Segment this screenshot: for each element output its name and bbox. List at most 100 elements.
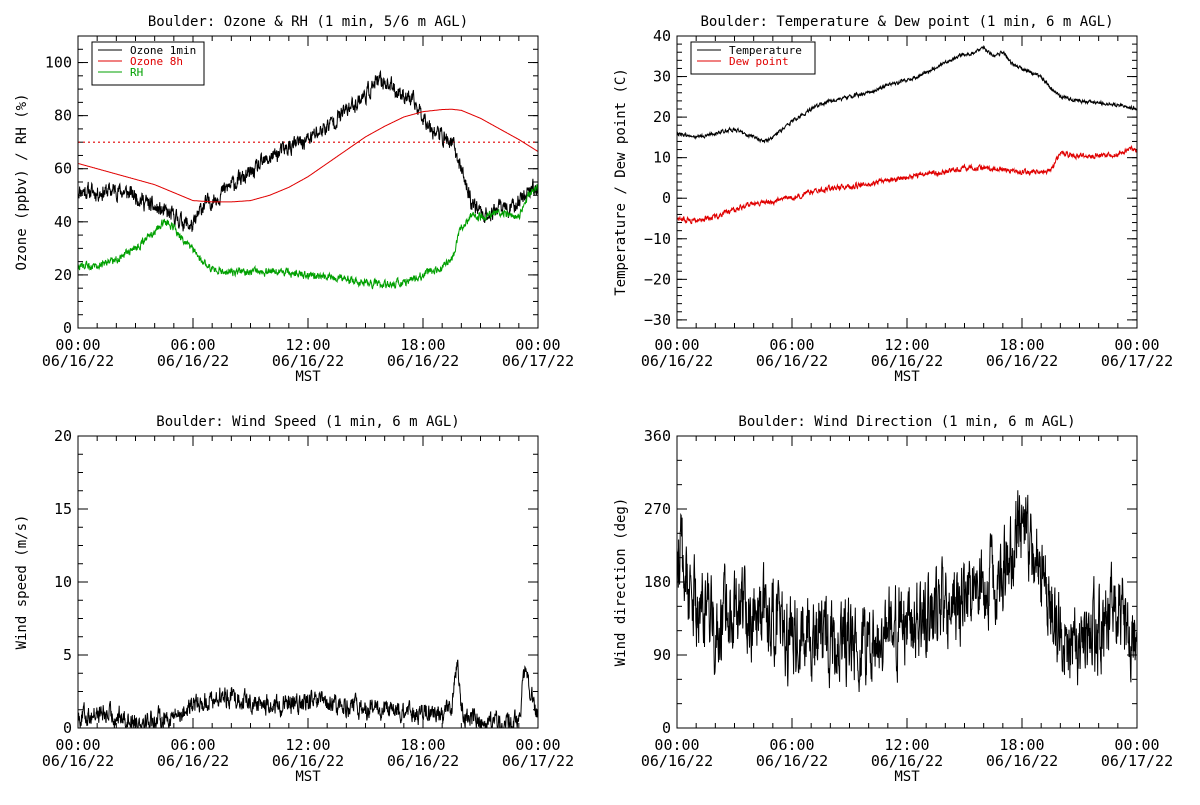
x-tick-time: 06:00 <box>170 736 215 754</box>
y-tick-label: 30 <box>653 68 671 86</box>
x-tick-time: 00:00 <box>654 736 699 754</box>
plot-area <box>78 659 538 728</box>
x-tick-date: 06/16/22 <box>157 752 229 770</box>
series-line-1 <box>677 490 1137 693</box>
x-tick-time: 06:00 <box>170 336 215 354</box>
y-tick-label: 15 <box>54 500 72 518</box>
x-axis-label: MST <box>894 369 920 385</box>
x-axis-label: MST <box>295 369 321 385</box>
y-tick-label: −20 <box>644 270 671 288</box>
legend-box <box>91 41 205 86</box>
series-line-1 <box>78 69 538 232</box>
y-tick-label: 5 <box>63 646 72 664</box>
plot-frame <box>77 435 539 729</box>
y-axis-label: Temperature / Dew point (C) <box>613 68 629 296</box>
series-line-1 <box>677 44 1137 144</box>
x-tick-time: 00:00 <box>1114 336 1159 354</box>
y-axis-label: Wind direction (deg) <box>613 498 629 667</box>
y-axis-label: Ozone (ppbv) / RH (%) <box>14 93 30 270</box>
plot-area <box>677 490 1137 693</box>
y-tick-label: 10 <box>54 573 72 591</box>
x-tick-time: 00:00 <box>515 736 560 754</box>
y-axis-label: Wind speed (m/s) <box>14 515 30 650</box>
x-tick-time: 00:00 <box>515 336 560 354</box>
chart-panel-1: Boulder: Ozone & RH (1 min, 5/6 m AGL) Oz… <box>14 14 574 385</box>
x-tick-date: 06/16/22 <box>641 752 713 770</box>
x-tick-time: 12:00 <box>884 736 929 754</box>
x-tick-date: 06/16/22 <box>157 352 229 370</box>
x-tick-date: 06/16/22 <box>387 352 459 370</box>
x-tick-time: 00:00 <box>654 336 699 354</box>
x-tick-date: 06/16/22 <box>871 352 943 370</box>
x-tick-date: 06/16/22 <box>871 752 943 770</box>
x-tick-date: 06/16/22 <box>986 352 1058 370</box>
y-tick-label: 0 <box>662 719 671 737</box>
y-tick-label: 270 <box>644 500 671 518</box>
series-line-1 <box>78 659 538 728</box>
x-tick-date: 06/16/22 <box>387 752 459 770</box>
x-tick-date: 06/16/22 <box>272 752 344 770</box>
series-line-2 <box>677 144 1137 225</box>
y-tick-label: 40 <box>653 27 671 45</box>
y-tick-label: 40 <box>54 213 72 231</box>
legend-entry: Temperature <box>729 44 802 57</box>
y-tick-label: 20 <box>653 108 671 126</box>
chart-panel-3: Boulder: Wind Speed (1 min, 6 m AGL) Wind… <box>14 414 574 785</box>
plot-area <box>78 69 538 290</box>
plot-frame <box>77 35 539 329</box>
x-tick-time: 18:00 <box>400 736 445 754</box>
y-tick-label: 0 <box>662 189 671 207</box>
legend-entry: RH <box>130 66 143 79</box>
x-tick-date: 06/17/22 <box>502 752 574 770</box>
y-tick-label: −10 <box>644 230 671 248</box>
plot-area <box>677 44 1137 225</box>
x-tick-time: 12:00 <box>285 336 330 354</box>
x-tick-time: 18:00 <box>999 736 1044 754</box>
y-tick-label: −30 <box>644 311 671 329</box>
plot-frame <box>676 35 1138 329</box>
y-tick-label: 20 <box>54 427 72 445</box>
y-tick-label: 0 <box>63 719 72 737</box>
x-tick-date: 06/17/22 <box>1101 352 1173 370</box>
x-tick-time: 12:00 <box>285 736 330 754</box>
series-line-2 <box>78 108 538 203</box>
chart-panel-2: Boulder: Temperature & Dew point (1 min,… <box>613 14 1173 385</box>
y-tick-label: 60 <box>54 160 72 178</box>
x-tick-time: 18:00 <box>400 336 445 354</box>
x-tick-date: 06/16/22 <box>42 752 114 770</box>
chart-title: Boulder: Ozone & RH (1 min, 5/6 m AGL) <box>148 14 468 30</box>
chart-title: Boulder: Wind Direction (1 min, 6 m AGL) <box>738 414 1075 430</box>
y-tick-label: 80 <box>54 107 72 125</box>
x-tick-time: 00:00 <box>55 736 100 754</box>
plot-frame <box>676 435 1138 729</box>
x-tick-time: 00:00 <box>55 336 100 354</box>
x-tick-date: 06/17/22 <box>1101 752 1173 770</box>
x-tick-time: 00:00 <box>1114 736 1159 754</box>
legend-entry: Ozone 1min <box>130 44 196 57</box>
x-tick-time: 06:00 <box>769 336 814 354</box>
y-tick-label: 0 <box>63 319 72 337</box>
series-line-3 <box>78 184 538 290</box>
y-tick-label: 100 <box>45 54 72 72</box>
x-tick-date: 06/16/22 <box>42 352 114 370</box>
chart-panel-4: Boulder: Wind Direction (1 min, 6 m AGL)… <box>613 414 1173 785</box>
x-tick-time: 12:00 <box>884 336 929 354</box>
x-axis-label: MST <box>295 769 321 785</box>
x-tick-time: 18:00 <box>999 336 1044 354</box>
legend-box <box>690 41 816 75</box>
x-tick-date: 06/16/22 <box>641 352 713 370</box>
chart-title: Boulder: Temperature & Dew point (1 min,… <box>700 14 1113 30</box>
y-tick-label: 20 <box>54 266 72 284</box>
x-tick-time: 06:00 <box>769 736 814 754</box>
x-tick-date: 06/16/22 <box>272 352 344 370</box>
legend-entry: Ozone 8h <box>130 55 183 68</box>
y-tick-label: 90 <box>653 646 671 664</box>
chart-title: Boulder: Wind Speed (1 min, 6 m AGL) <box>156 414 459 430</box>
x-axis-label: MST <box>894 769 920 785</box>
legend-entry: Dew point <box>729 55 789 68</box>
y-tick-label: 360 <box>644 427 671 445</box>
y-tick-label: 10 <box>653 149 671 167</box>
x-tick-date: 06/16/22 <box>986 752 1058 770</box>
